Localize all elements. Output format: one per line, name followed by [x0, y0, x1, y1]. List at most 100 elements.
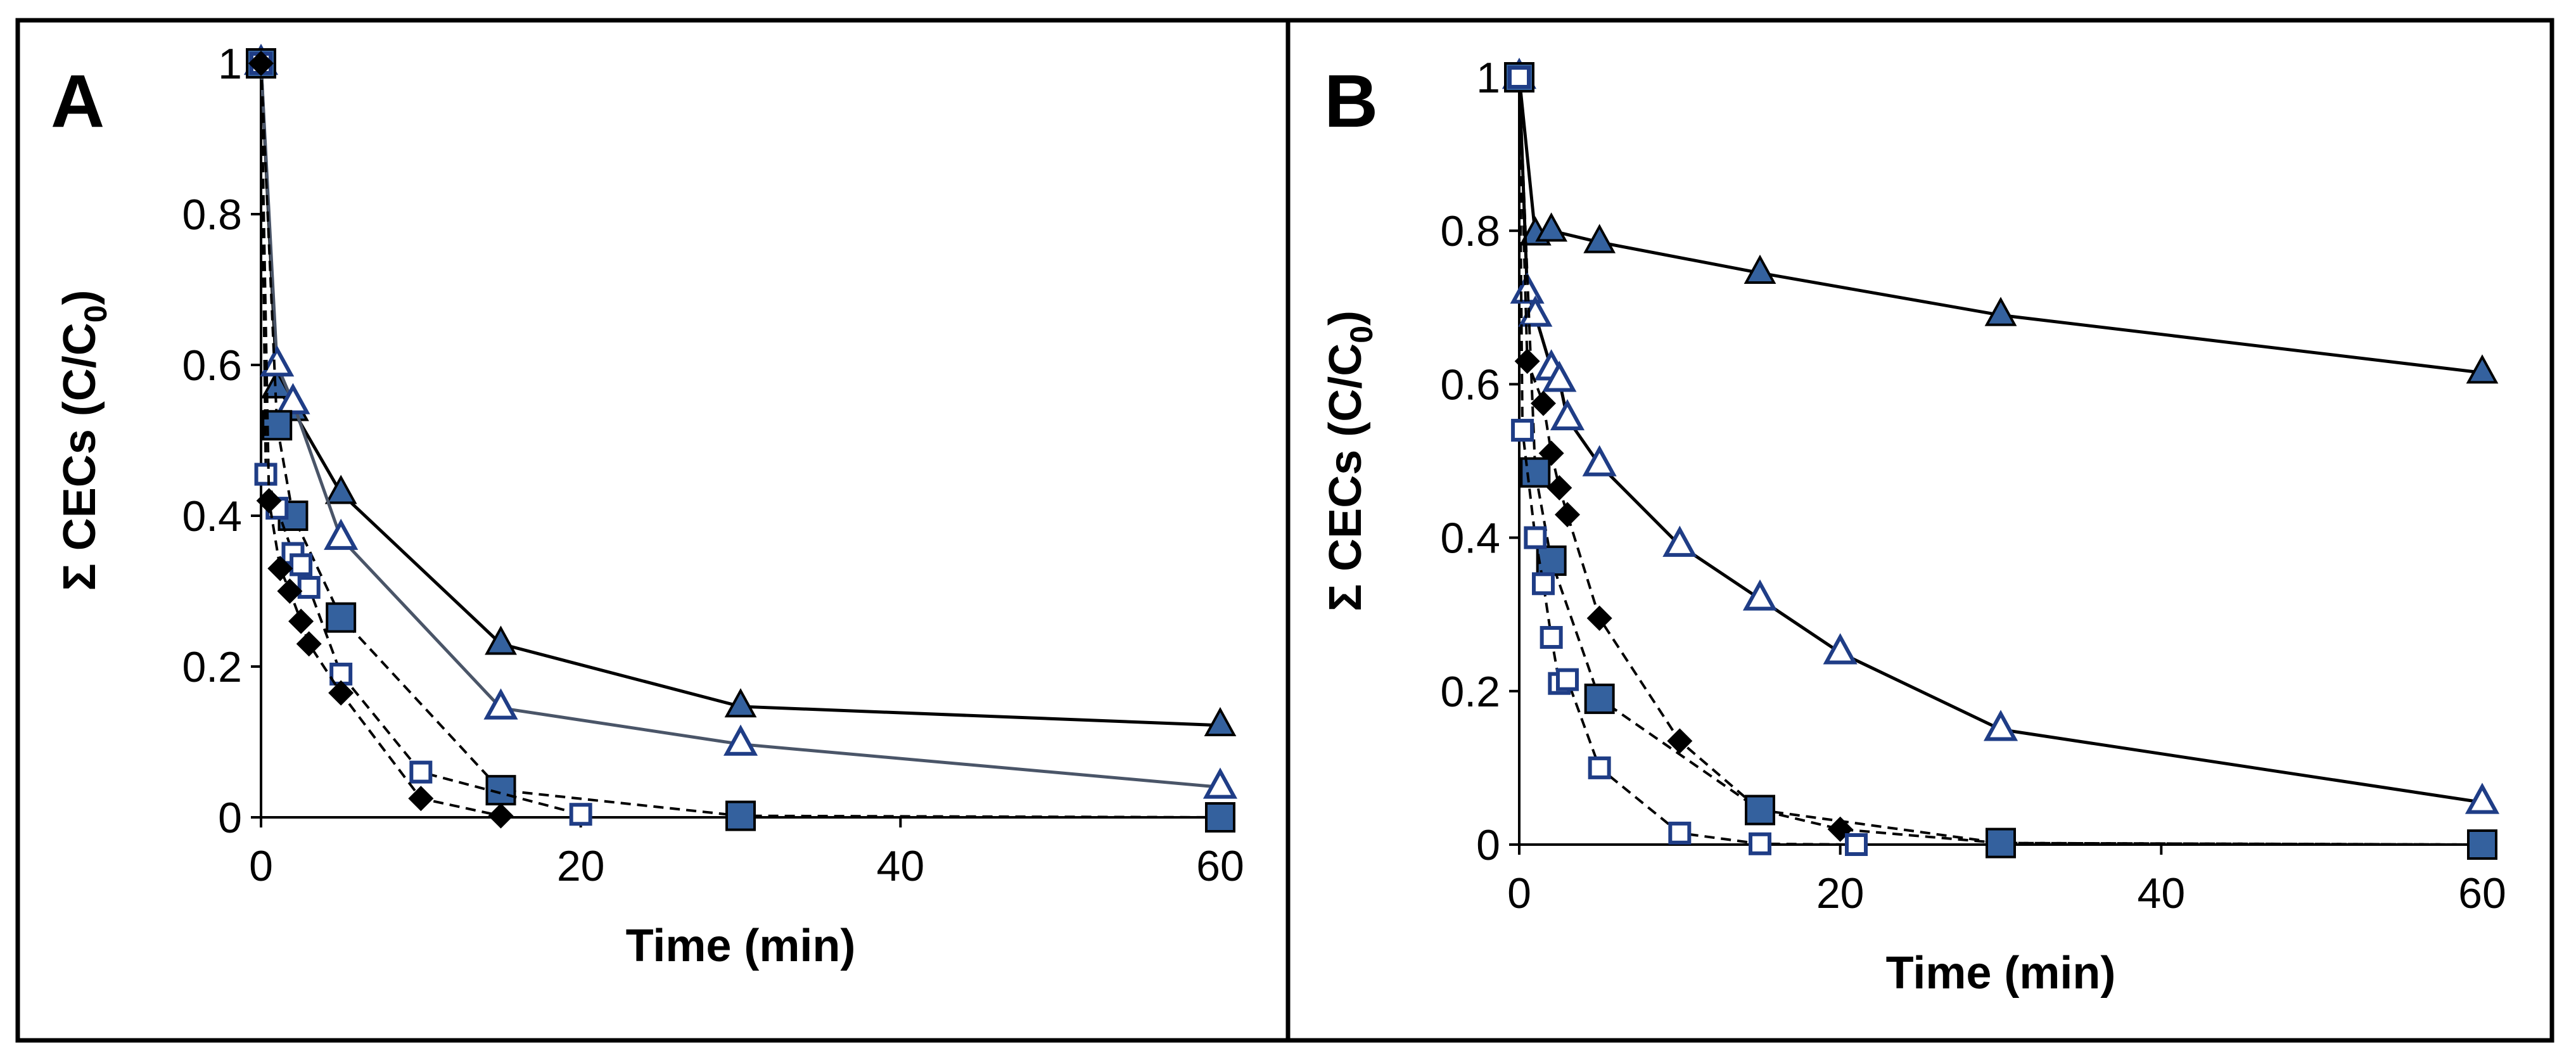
panel-a-point-diamond	[408, 786, 434, 812]
panel-a-point-open-triangle	[483, 688, 518, 720]
panel-a-point-diamond	[267, 556, 293, 582]
panel-a-point-diamond	[248, 51, 274, 76]
panel-b-point-open-triangle	[1742, 579, 1778, 611]
panel-a: A 0 0.2 0.4 0.6 0.8 1 0 20 40 60 Time (min) Σ CECs (…	[51, 40, 1244, 971]
panel-b-point-diamond	[1586, 605, 1612, 631]
panel-b-point-open-square	[1511, 419, 1534, 442]
panel-b-series-filled-triangle	[1503, 59, 2499, 384]
panel-a-ytick-label: 0.8	[182, 191, 242, 239]
panel-a-point-open-triangle	[276, 383, 310, 414]
panel-b-point-diamond	[1546, 475, 1572, 501]
panel-a-point-diamond	[328, 680, 354, 706]
figure-frame	[15, 18, 2554, 1043]
panel-b-point-filled-square	[2467, 829, 2497, 860]
panel-b-point-diamond	[1514, 348, 1540, 374]
panel-a-point-filled-triangle	[485, 625, 517, 655]
panel-a-point-filled-square	[1205, 802, 1235, 833]
panel-b-point-open-square	[1845, 833, 1868, 856]
panel-b-point-diamond	[1531, 390, 1556, 416]
panel-b-line-open-triangle	[1517, 77, 2483, 804]
panel-a-point-filled-square	[326, 602, 357, 633]
panel-a-line-open-square	[260, 63, 582, 816]
panel-a-point-open-square	[409, 760, 433, 784]
panel-b-point-filled-square	[1986, 827, 2016, 859]
panel-b-point-filled-triangle	[1744, 254, 1776, 284]
panel-b-point-diamond	[1667, 728, 1693, 754]
panel-a-xtick-label: 20	[557, 842, 605, 890]
panel-b-xtick-label: 20	[1816, 869, 1865, 917]
panel-b-point-filled-triangle	[1583, 224, 1616, 253]
panel-a-series-filled-triangle	[245, 45, 1237, 737]
panel-b-ytick-label: 0.8	[1440, 207, 1500, 255]
panel-a-point-diamond	[256, 488, 282, 514]
panel-b-ytick-label: 0.2	[1440, 668, 1500, 716]
panel-b-point-filled-triangle	[1535, 212, 1568, 242]
panel-a-point-filled-triangle	[1204, 706, 1237, 737]
panel-a-point-diamond	[296, 631, 322, 657]
panel-a-series-diamond	[248, 51, 514, 829]
panel-b-point-open-triangle	[1983, 710, 2018, 741]
panel-a-xtick-label: 40	[877, 842, 925, 890]
panel-a-point-open-square	[297, 576, 321, 599]
panel-b-label: B	[1324, 60, 1378, 143]
panel-b-point-open-square	[1524, 526, 1547, 549]
panel-b-ytick-label: 0.6	[1440, 361, 1500, 409]
panel-b-xtick-label: 60	[2458, 869, 2506, 917]
panel-b-point-open-square	[1588, 756, 1611, 779]
panel-b-point-open-triangle	[1550, 399, 1585, 431]
panel-a-xtick-label: 60	[1196, 842, 1244, 890]
panel-b-ytick-label: 1	[1476, 54, 1500, 102]
panel-b-point-diamond	[1555, 502, 1580, 528]
panel-b-point-open-triangle	[1542, 361, 1577, 392]
panel-a-point-open-square	[254, 463, 277, 486]
panel-a-point-diamond	[277, 578, 303, 604]
panel-b-point-open-square	[1532, 572, 1555, 596]
panel-b-ytick-label: 0.4	[1440, 514, 1500, 563]
panel-a-line-open-triangle	[259, 63, 1221, 789]
panel-b-line-open-square	[1518, 77, 1857, 846]
panel-a-ytick-label: 1	[218, 40, 242, 88]
panel-b-point-open-triangle	[2464, 782, 2500, 814]
panel-a-point-filled-triangle	[724, 688, 757, 718]
panel-a-point-open-triangle	[324, 518, 359, 550]
panel-b-x-axis-title: Time (min)	[1886, 948, 2116, 999]
panel-a-series-open-triangle	[243, 43, 1238, 799]
panel-b-point-open-square	[1508, 66, 1531, 89]
panel-b-xtick-label: 0	[1507, 869, 1531, 917]
panel-b-point-open-triangle	[1662, 525, 1697, 557]
panel-b-point-open-triangle	[1582, 445, 1617, 476]
panel-a-point-filled-square	[485, 775, 516, 806]
panel-a-ytick-label: 0.2	[182, 643, 242, 691]
panel-a-point-diamond	[488, 803, 514, 829]
panel-a-x-axis-title: Time (min)	[626, 921, 856, 971]
panel-b-point-open-square	[1556, 668, 1579, 691]
panel-a-ytick-label: 0.4	[182, 492, 242, 540]
panel-b-line-filled-triangle	[1517, 77, 2483, 374]
panel-a-point-open-triangle	[723, 724, 758, 756]
panel-b-point-filled-triangle	[2466, 354, 2499, 384]
panel-a-line-diamond	[260, 63, 501, 817]
panel-a-y-axis-title: Σ CECs (C/C0)	[54, 290, 113, 591]
panel-a-point-open-square	[569, 803, 592, 826]
panel-b-point-filled-square	[1584, 683, 1615, 714]
panel-b-point-open-square	[1749, 832, 1771, 855]
panel-a-xtick-label: 0	[249, 842, 273, 890]
panel-a-point-filled-triangle	[324, 475, 357, 504]
panel-a-point-open-triangle	[260, 345, 295, 377]
panel-b-ytick-label: 0	[1476, 821, 1500, 869]
panel-b-point-open-square	[1540, 626, 1563, 649]
panel-b-point-open-square	[1668, 821, 1692, 845]
panel-b-point-filled-triangle	[1984, 297, 2017, 326]
panel-a-point-open-triangle	[1202, 767, 1238, 799]
panel-a-ytick-label: 0	[218, 794, 242, 842]
panel-b-xtick-label: 40	[2138, 869, 2186, 917]
panel-b-series-open-square	[1508, 66, 1868, 856]
panel-b: B 0 0.2 0.4 0.6 0.8 1 0 20 40 60 Time (min) Σ CECs (…	[1320, 54, 2506, 999]
panel-a-point-open-square	[290, 553, 313, 577]
panel-a-line-filled-triangle	[259, 63, 1221, 727]
panel-a-point-filled-square	[725, 800, 756, 831]
panel-b-point-filled-square	[1745, 795, 1775, 826]
panel-b-point-filled-square	[1536, 545, 1567, 576]
panel-b-point-open-triangle	[1823, 633, 1858, 665]
panel-a-ytick-label: 0.6	[182, 342, 242, 390]
